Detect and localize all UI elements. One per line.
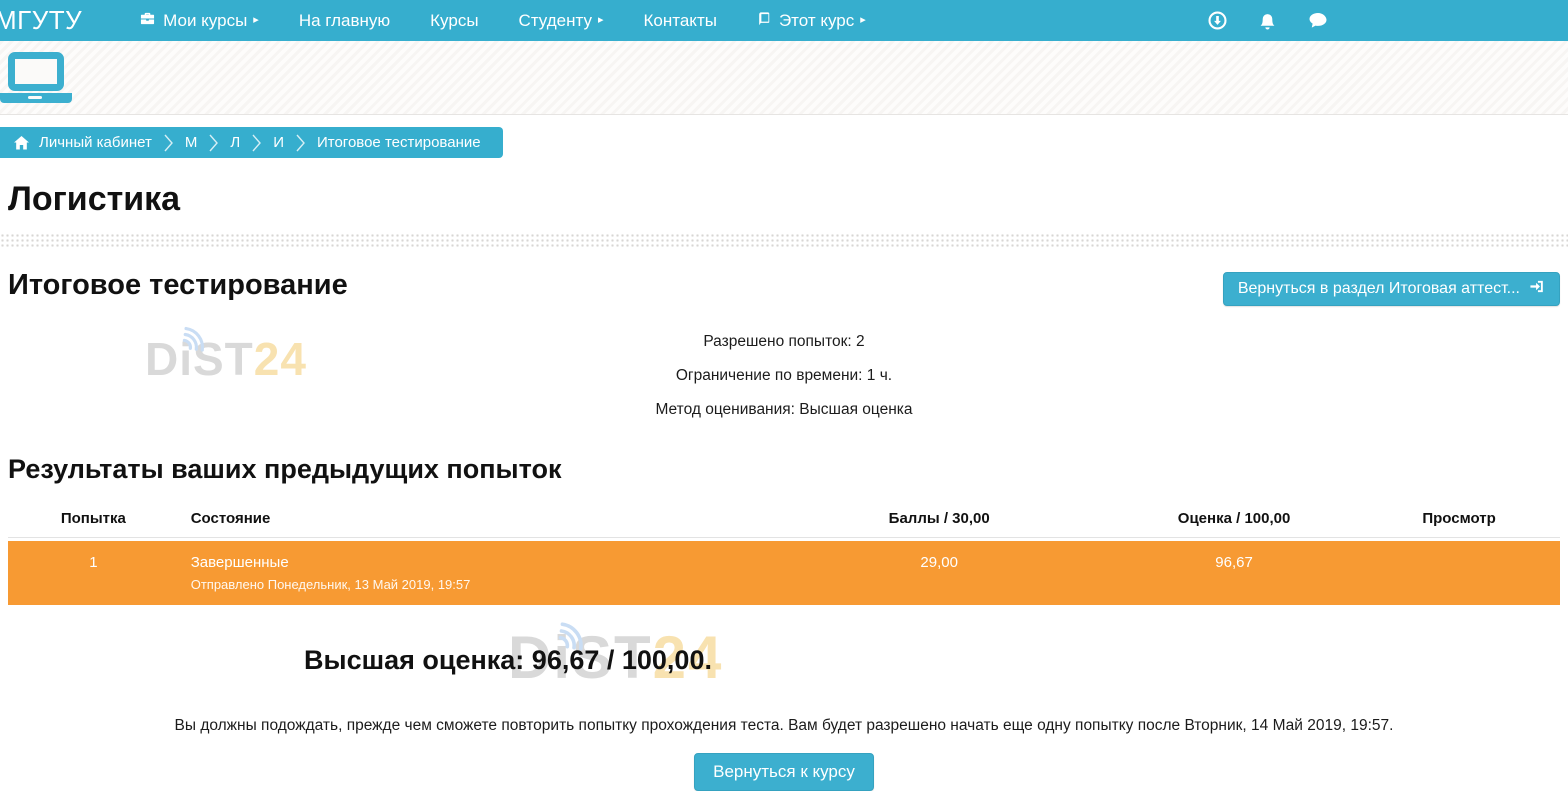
- breadcrumb-item-l[interactable]: Л: [230, 134, 241, 151]
- nav-item-label: Этот курс: [778, 10, 855, 30]
- grade-summary-block: DiST24 Высшая оценка: 96,67 / 100,00.: [8, 622, 1560, 695]
- quiz-title: Итоговое тестирование: [8, 269, 348, 302]
- wait-notice-text: Вы должны подождать, прежде чем сможете …: [174, 717, 1394, 735]
- top-navbar: МГУТУ Мои курсы ▸ На главную Курсы Студе…: [0, 0, 1568, 41]
- nav-item-student[interactable]: Студенту ▸: [499, 0, 624, 41]
- cell-grade: 96,67: [1215, 554, 1253, 572]
- arrow-circle-down-icon[interactable]: [1208, 11, 1227, 30]
- bell-icon[interactable]: [1259, 12, 1276, 30]
- nav-item-label: Мои курсы: [163, 10, 248, 30]
- briefcase-icon: [140, 11, 155, 31]
- nav-item-label: Курсы: [430, 10, 479, 30]
- nav-item-contacts[interactable]: Контакты: [624, 0, 737, 41]
- header-banner: [0, 41, 1568, 115]
- cell-state: Завершенные Отправлено Понедельник, 13 М…: [179, 541, 769, 605]
- home-icon[interactable]: [14, 135, 29, 150]
- sign-in-icon: [1529, 279, 1545, 299]
- breadcrumb-item-i[interactable]: И: [273, 134, 284, 151]
- state-name: Завершенные: [190, 554, 289, 572]
- nav-item-my-courses[interactable]: Мои курсы ▸: [120, 0, 279, 41]
- chevron-right-icon: [296, 134, 305, 152]
- grading-method-text: Метод оценивания: Высшая оценка: [655, 401, 913, 419]
- attempts-table: Попытка Состояние Баллы / 30,00 Оценка /…: [8, 501, 1560, 606]
- chevron-right-icon: [164, 134, 173, 152]
- nav-item-label: На главную: [298, 10, 391, 30]
- highest-grade-text: Высшая оценка: 96,67 / 100,00.: [304, 645, 712, 676]
- laptop-notch: [28, 96, 42, 99]
- attempts-allowed-text: Разрешено попыток: 2: [703, 333, 865, 351]
- dotted-divider: [0, 233, 1568, 249]
- header-review: Просмотр: [1422, 510, 1496, 528]
- caret-right-icon: ▸: [860, 14, 866, 26]
- time-limit-text: Ограничение по времени: 1 ч.: [675, 367, 893, 385]
- back-to-course-button[interactable]: Вернуться к курсу: [694, 753, 874, 791]
- main-content: Логистика Итоговое тестирование Вернутьс…: [0, 180, 1568, 791]
- header-attempt: Попытка: [60, 510, 126, 528]
- cell-marks: 29,00: [920, 554, 958, 572]
- course-title: Логистика: [8, 180, 181, 218]
- breadcrumb: Личный кабинет М Л И Итоговое тестирован…: [0, 127, 503, 158]
- chat-icon[interactable]: [1308, 12, 1328, 29]
- breadcrumb-item-final-test: Итоговое тестирование: [316, 134, 481, 151]
- nav-item-label: Контакты: [643, 10, 717, 30]
- nav-item-courses[interactable]: Курсы: [410, 0, 498, 41]
- cell-attempt-number: 1: [89, 554, 98, 572]
- nav-menu: Мои курсы ▸ На главную Курсы Студенту ▸ …: [120, 0, 886, 41]
- laptop-icon[interactable]: [0, 52, 80, 116]
- table-header-row: Попытка Состояние Баллы / 30,00 Оценка /…: [8, 501, 1560, 539]
- brand-logo[interactable]: МГУТУ: [0, 5, 83, 35]
- nav-item-label: Студенту: [518, 10, 592, 30]
- return-to-section-button[interactable]: Вернуться в раздел Итоговая аттест...: [1222, 272, 1560, 307]
- chevron-right-icon: [252, 134, 262, 152]
- bottom-button-row: Вернуться к курсу: [8, 753, 1560, 791]
- breadcrumb-item-dashboard[interactable]: Личный кабинет: [39, 134, 152, 151]
- table-row: 1 Завершенные Отправлено Понедельник, 13…: [8, 541, 1560, 606]
- state-submitted-date: Отправлено Понедельник, 13 Май 2019, 19:…: [190, 577, 471, 593]
- book-icon: [757, 11, 771, 31]
- quiz-header: Итоговое тестирование Вернуться в раздел…: [8, 269, 1560, 310]
- header-state: Состояние: [190, 510, 271, 528]
- caret-right-icon: ▸: [597, 14, 604, 26]
- cell-review: [1358, 541, 1560, 605]
- navbar-right-icons: [1208, 0, 1328, 41]
- results-heading: Результаты ваших предыдущих попыток: [8, 454, 562, 485]
- header-grade: Оценка / 100,00: [1177, 510, 1291, 528]
- chevron-right-icon: [209, 134, 219, 152]
- caret-right-icon: ▸: [253, 14, 259, 26]
- breadcrumb-item-m[interactable]: М: [184, 134, 198, 151]
- header-marks: Баллы / 30,00: [888, 510, 990, 528]
- laptop-screen: [8, 52, 64, 91]
- nav-item-this-course[interactable]: Этот курс ▸: [737, 0, 886, 41]
- nav-item-home[interactable]: На главную: [279, 0, 410, 41]
- return-to-section-label: Вернуться в раздел Итоговая аттест...: [1237, 280, 1520, 298]
- quiz-info-block: DiST24 Разрешено попыток: 2 Ограничение …: [8, 326, 1560, 428]
